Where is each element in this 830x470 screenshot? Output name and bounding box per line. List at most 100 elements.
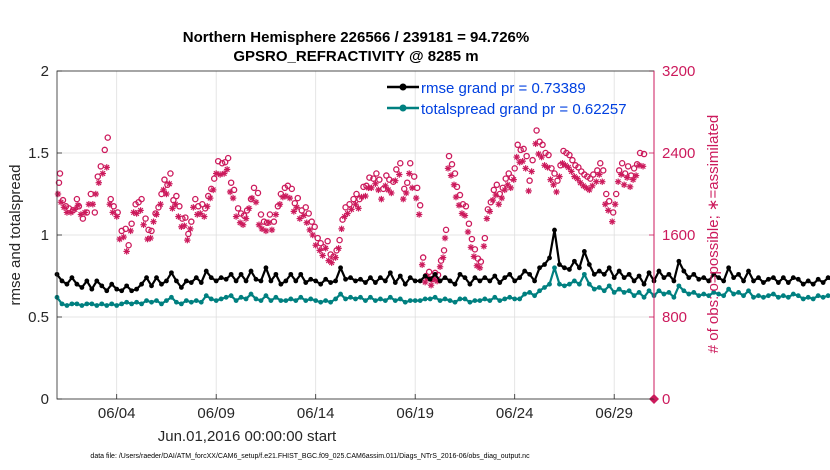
- obs-possible-point: [612, 190, 620, 198]
- asterisk-stroke: [505, 182, 511, 188]
- series-point-totalspread: [373, 298, 378, 303]
- obs-assimilated-point: [605, 207, 612, 214]
- series-point-totalspread: [766, 293, 771, 299]
- asterisk-stroke: [477, 265, 483, 271]
- obs-possible-point: [342, 204, 349, 211]
- obs-assimilated-point: [550, 181, 557, 188]
- obs-assimilated-point: [296, 215, 303, 222]
- obs-possible-point: [468, 235, 476, 243]
- asterisk-stroke: [586, 187, 593, 193]
- series-point-rmse: [706, 278, 712, 284]
- obs-assimilated-point: [632, 172, 640, 179]
- obs-possible-point: [383, 172, 390, 179]
- series-point-rmse: [387, 270, 393, 276]
- asterisk-stroke: [602, 201, 608, 207]
- asterisk-stroke: [499, 195, 505, 201]
- obs-assimilated-point: [412, 194, 420, 202]
- series-point-rmse: [188, 280, 194, 285]
- obs-possible-point: [520, 145, 527, 153]
- asterisk-stroke: [413, 195, 419, 201]
- asterisk-stroke: [396, 171, 403, 178]
- obs-possible-point: [373, 170, 380, 177]
- y-tick-label: 0.5: [28, 309, 49, 326]
- obs-assimilated-point: [282, 192, 290, 200]
- obs-assimilated-point: [120, 233, 127, 241]
- series-point-totalspread: [512, 296, 518, 302]
- legend-spread-marker: [399, 104, 407, 112]
- asterisk-stroke: [589, 183, 596, 189]
- series-point-totalspread: [701, 291, 707, 297]
- obs-possible-point: [511, 165, 518, 172]
- asterisk-stroke: [510, 176, 517, 183]
- series-point-rmse: [248, 268, 254, 274]
- obs-possible-point: [481, 234, 489, 242]
- asterisk-stroke: [372, 181, 379, 187]
- series-point-rmse: [711, 271, 717, 277]
- asterisk-stroke: [568, 168, 575, 175]
- series-point-totalspread: [686, 291, 692, 297]
- obs-assimilated-point: [147, 234, 154, 242]
- series-point-rmse: [557, 262, 562, 267]
- series-point-rmse: [606, 265, 612, 271]
- asterisk-stroke: [532, 141, 539, 147]
- asterisk-stroke: [562, 162, 569, 169]
- asterisk-stroke: [431, 276, 437, 282]
- series-point-totalspread: [621, 290, 627, 295]
- series-point-totalspread: [144, 298, 149, 303]
- x-tick-label: 06/29: [595, 405, 633, 422]
- series-point-totalspread: [691, 290, 697, 295]
- x-tick-label: 06/14: [297, 405, 335, 422]
- obs-assimilated-point: [92, 190, 100, 198]
- series-point-totalspread: [825, 293, 830, 299]
- asterisk-stroke: [636, 162, 642, 169]
- obs-assimilated-point: [441, 234, 449, 242]
- series-point-rmse: [313, 278, 319, 284]
- asterisk-stroke: [130, 209, 137, 216]
- asterisk-stroke: [544, 164, 551, 171]
- obs-assimilated-point: [586, 186, 593, 194]
- series-point-rmse: [502, 275, 508, 281]
- obs-assimilated-point: [415, 211, 423, 218]
- series-point-rmse: [99, 283, 105, 289]
- series-point-rmse: [631, 278, 637, 284]
- x-axis-label: Jun.01,2016 00:00:00 start: [158, 428, 337, 445]
- asterisk-stroke: [147, 235, 154, 241]
- series-point-totalspread: [149, 299, 154, 305]
- obs-possible-point: [227, 179, 235, 186]
- obs-assimilated-point: [160, 186, 167, 194]
- asterisk-stroke: [263, 228, 269, 234]
- obs-assimilated-point: [375, 186, 382, 194]
- series-point-totalspread: [208, 296, 214, 302]
- series-point-totalspread: [318, 299, 324, 305]
- footnote: data file: /Users/raeder/DAI/ATM_forcXX/…: [90, 453, 530, 460]
- series-point-rmse: [736, 271, 741, 277]
- series-point-totalspread: [134, 299, 140, 305]
- series-point-rmse: [427, 276, 433, 282]
- series-point-rmse: [358, 276, 363, 282]
- asterisk-stroke: [230, 195, 236, 201]
- obs-possible-point: [294, 194, 302, 202]
- series-point-totalspread: [780, 293, 786, 299]
- obs-possible-point: [311, 223, 318, 231]
- series-point-rmse: [178, 285, 184, 290]
- obs-assimilated-point: [614, 178, 622, 185]
- asterisk-stroke: [556, 173, 563, 180]
- obs-assimilated-point: [464, 228, 472, 236]
- obs-assimilated-point: [181, 222, 188, 229]
- series-point-totalspread: [223, 294, 229, 300]
- series-point-rmse: [363, 280, 368, 285]
- series-point-rmse: [771, 275, 776, 281]
- series-point-rmse: [382, 278, 388, 284]
- series-point-totalspread: [402, 299, 408, 305]
- series-point-rmse: [641, 281, 647, 287]
- asterisk-stroke: [618, 171, 624, 178]
- series-point-rmse: [457, 271, 463, 277]
- series-point-rmse: [576, 265, 582, 271]
- obs-assimilated-point: [489, 196, 497, 204]
- obs-assimilated-point: [609, 218, 616, 225]
- obs-assimilated-point: [444, 165, 452, 172]
- asterisk-stroke: [382, 183, 389, 189]
- asterisk-stroke: [127, 228, 134, 234]
- obs-possible-point: [145, 226, 152, 234]
- series-point-rmse: [377, 275, 383, 281]
